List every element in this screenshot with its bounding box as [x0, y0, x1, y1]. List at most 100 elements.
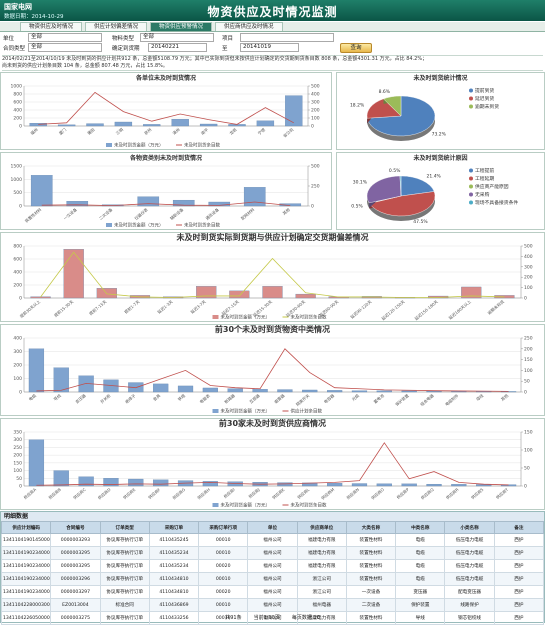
page-title: 物资供应及时情况监测	[0, 3, 545, 20]
y2-tick-label: 0	[524, 484, 527, 490]
table-cell: 一次设备	[346, 586, 395, 599]
bar	[153, 480, 168, 486]
y-tick-label: 350	[13, 430, 22, 436]
pie-value-label: 18.2%	[350, 102, 365, 108]
select[interactable]	[240, 33, 334, 42]
table-cell: 0000003296	[51, 573, 100, 586]
table-cell: 保护装置	[396, 599, 445, 612]
legend-swatch	[213, 503, 219, 507]
y2-tick-label: 0	[311, 204, 314, 210]
y-tick-label: 800	[13, 244, 22, 250]
legend-swatch	[213, 409, 219, 413]
legend-swatch	[469, 177, 473, 181]
table-cell: 00010	[199, 599, 248, 612]
table-cell: 0000003295	[51, 560, 100, 573]
date-input[interactable]: 20141019	[240, 43, 299, 52]
table-cell: EZ0013004	[51, 599, 100, 612]
date-input[interactable]: 20140221	[148, 43, 207, 52]
table-cell: 福州公司	[248, 534, 297, 547]
summary-line: 尚未到货的供应计划条目数 104 条，总金额 807.48 万元，占比 15.8…	[2, 63, 543, 70]
tab[interactable]: 物资供应预警情况	[150, 22, 212, 31]
column-header: 订单类型	[100, 522, 149, 534]
y2-tick-label: 400	[311, 92, 320, 98]
y-tick-label: 500	[13, 190, 22, 196]
pie-value-label: 0.5%	[389, 168, 401, 174]
filter-panel: 单位 全部 物料类型 全部 项目 合同类型 全部 确定到货期 20140221 …	[0, 33, 545, 53]
tab[interactable]: 供应商供应及时情况	[215, 22, 283, 31]
select[interactable]: 全部	[28, 33, 102, 42]
label: 合同类型	[3, 44, 25, 52]
y-tick-label: 300	[13, 349, 22, 355]
chart-title: 未及时到货统计情况	[413, 74, 467, 82]
table-row: 13411041902340002000000003295协议库存执行订单411…	[2, 560, 544, 573]
select[interactable]: 全部	[28, 43, 102, 52]
chart-title: 各单位未及时到货情况	[135, 74, 196, 82]
pager-text: 当前1/10页	[254, 615, 280, 621]
bar	[352, 391, 367, 392]
query-button[interactable]: 查询	[340, 43, 372, 53]
tab[interactable]: 物资供应及时情况	[20, 22, 82, 31]
table-row: 13411041902340003000000003296协议库存执行订单411…	[2, 573, 544, 586]
y2-tick-label: 300	[524, 264, 533, 270]
bar	[229, 291, 249, 298]
bar	[128, 479, 143, 486]
table-cell: 福州公司	[248, 573, 297, 586]
table-cell: 1341104228000300400	[2, 599, 51, 612]
pager-text: 每页数据 10	[292, 615, 320, 621]
table: 供应计划编码合同编号订单类型采购订单采购订单行项单位供应商单位大类名称中类名称小…	[1, 521, 544, 625]
table-cell: 协议库存执行订单	[100, 534, 149, 547]
table-cell: 福建电力有限	[297, 547, 346, 560]
column-header: 供应商单位	[297, 522, 346, 534]
bar	[402, 391, 417, 392]
label: 物料类型	[112, 34, 134, 42]
y2-tick-label: 300	[311, 100, 320, 106]
bar	[327, 390, 342, 392]
chart-title: 各物资类别未及时到货情况	[129, 154, 202, 162]
y2-tick-label: 0	[524, 296, 527, 302]
bar	[54, 368, 69, 392]
table-cell: 装置性材料	[346, 547, 395, 560]
table-cell: 00010	[199, 573, 248, 586]
bar	[257, 121, 274, 126]
label: 单位	[3, 34, 14, 42]
legend-label: 未及时到货金额（万元）	[221, 314, 271, 321]
y2-tick-label: 100	[524, 448, 533, 454]
bar	[64, 249, 84, 298]
bar	[97, 288, 117, 298]
table-cell: 4110435234	[149, 560, 198, 573]
legend-swatch	[469, 169, 473, 173]
bar	[263, 286, 283, 298]
bar	[31, 175, 52, 206]
bar	[427, 484, 442, 486]
bar	[143, 124, 160, 126]
table-cell: 电缆	[396, 547, 445, 560]
summary-line: 2014/02/21至2014/10/19 未及时到货的供应计划共912 条，总…	[2, 56, 543, 63]
table-cell: 浙江公司	[297, 586, 346, 599]
select[interactable]: 全部	[140, 33, 214, 42]
table-cell: 福州电器	[297, 599, 346, 612]
pie-value-label: 73.2%	[432, 131, 447, 137]
legend-swatch	[469, 105, 473, 109]
table-cell: 装置性材料	[346, 534, 395, 547]
table-title: 明细数据	[1, 512, 544, 521]
chart-title: 前30个未及时到货物资中类情况	[215, 324, 330, 334]
tab[interactable]: 供应计划偏差情况	[85, 22, 147, 31]
y-tick-label: 150	[13, 460, 22, 466]
y-tick-label: 400	[13, 336, 22, 342]
column-header: 合同编号	[51, 522, 100, 534]
bar	[377, 484, 392, 486]
bar	[54, 471, 69, 486]
bar	[296, 294, 316, 298]
y-tick-label: 400	[13, 108, 22, 114]
table-cell: 0000003295	[51, 547, 100, 560]
legend-label: 工程延期	[475, 175, 494, 182]
table-cell: 西护	[494, 547, 543, 560]
label: 确定到货期	[112, 44, 140, 52]
header-bar: 国家电网 数据日期：2014-10-29 物资供应及时情况监测	[0, 0, 545, 21]
table-cell: 装置性材料	[346, 573, 395, 586]
table-cell: 协议库存执行订单	[100, 547, 149, 560]
table-cell: 福建电力有限	[297, 534, 346, 547]
y2-tick-label: 200	[524, 275, 533, 281]
legend-label: 未及时到货条目数	[184, 222, 220, 229]
y-tick-label: 200	[13, 453, 22, 459]
